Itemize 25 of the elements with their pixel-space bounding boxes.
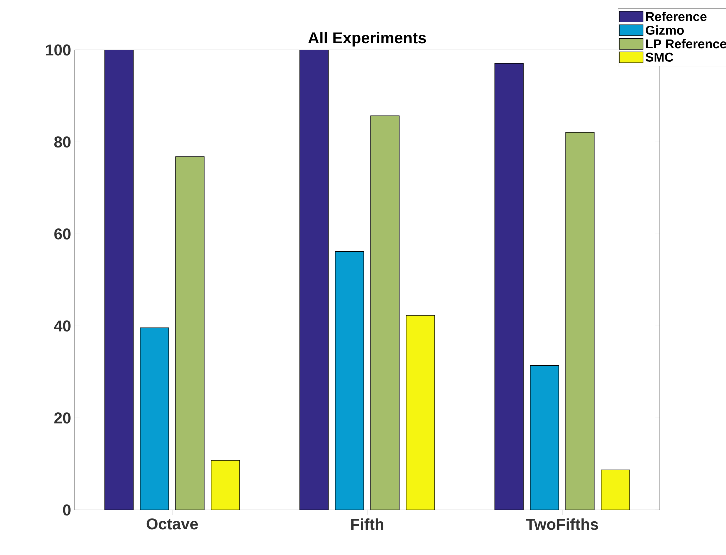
bar [601,470,630,510]
x-tick-label: Fifth [352,518,384,530]
x-tick-label: TwoFifths [526,518,598,530]
bar [370,116,400,510]
chart-title: All Experiments [308,32,426,48]
y-tick-label: 0 [63,504,71,516]
bar [104,50,134,510]
bar [335,252,364,510]
bar [176,156,205,510]
bar [530,366,560,510]
bar [406,316,436,510]
y-tick-label: 60 [54,228,71,240]
bar [494,63,524,510]
legend-label: SMC [646,53,674,62]
y-tick-label: 100 [46,44,71,56]
y-tick-label: 40 [54,320,71,332]
bar [566,132,595,510]
y-tick-label: 80 [54,136,71,148]
y-tick-label: 20 [54,412,71,424]
bar [211,460,240,510]
bar [140,328,170,510]
x-tick-label: Octave [146,518,198,530]
legend-label: Gizmo [646,26,684,36]
legend-label: Reference [646,12,707,22]
bar [300,50,329,510]
